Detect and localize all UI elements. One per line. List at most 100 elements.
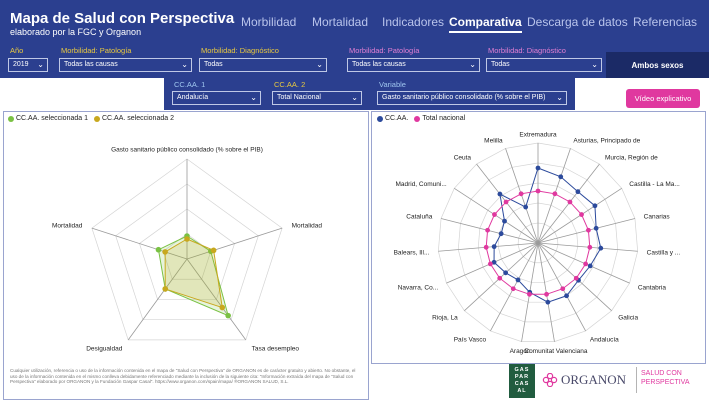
radar-point[interactable] <box>225 312 231 319</box>
filter-bar: Año 2019 ⌄ Morbilidad: Patología Todas la… <box>0 44 709 78</box>
radar-point[interactable] <box>535 188 541 194</box>
radar-series-line-0 <box>157 235 229 317</box>
radar-point[interactable] <box>492 212 497 217</box>
radar-grid-ring <box>457 162 619 323</box>
morb-pat-1-label: Morbilidad: Patología <box>61 46 132 55</box>
radar-point[interactable] <box>184 236 190 242</box>
radar-point[interactable] <box>483 244 489 250</box>
radar-chart-indicators: Gasto sanitario público consolidado (% s… <box>52 147 322 353</box>
radar-grid-ring <box>517 222 559 264</box>
legend-dot-green <box>8 115 14 122</box>
radar-point[interactable] <box>558 174 564 180</box>
radar-axis-label: Melilla <box>484 137 503 144</box>
logo-fundacion-gaspar-casal: GAS PAR CAS AL <box>509 364 535 398</box>
radar-point[interactable] <box>552 191 558 197</box>
radar-point[interactable] <box>210 247 217 254</box>
radar-axis-label: Andalucía <box>590 336 619 343</box>
morb-diag-1-label: Morbilidad: Diagnóstico <box>201 46 279 55</box>
radar-point[interactable] <box>503 270 509 276</box>
radar-grid-ring <box>115 183 259 321</box>
radar-point[interactable] <box>545 299 551 305</box>
radar-point[interactable] <box>579 212 584 217</box>
morb-diag-1-select[interactable]: Todas ⌄ <box>199 58 327 72</box>
radar-point[interactable] <box>535 165 541 171</box>
radar-point[interactable] <box>567 199 573 205</box>
radar-series-line-1 <box>485 190 591 295</box>
radar-point[interactable] <box>586 227 591 233</box>
organon-wordmark: ORGANON <box>561 372 626 387</box>
radar-point[interactable] <box>515 277 521 283</box>
nav-descarga-datos[interactable]: Descarga de datos <box>527 15 628 29</box>
variable-select[interactable]: Gasto sanitario público consolidado (% s… <box>377 91 567 105</box>
radar-axis-label: Murcia, Región de <box>605 154 658 161</box>
left-legend: CC.AA. seleccionada 1 CC.AA. seleccionad… <box>8 115 174 122</box>
radar-point[interactable] <box>527 291 532 297</box>
legend-label-ccaa2: CC.AA. seleccionada 2 <box>101 115 174 122</box>
radar-point[interactable] <box>510 286 516 292</box>
radar-point[interactable] <box>518 191 524 197</box>
radar-point[interactable] <box>487 261 493 267</box>
radar-point[interactable] <box>575 189 581 195</box>
radar-point[interactable] <box>523 204 529 210</box>
radar-point[interactable] <box>162 286 169 292</box>
radar-axis-label: Rioja, La <box>432 314 458 321</box>
radar-point[interactable] <box>564 293 569 299</box>
radar-axis-label: Comunitat Valenciana <box>524 348 587 355</box>
radar-point[interactable] <box>593 225 599 231</box>
morb-diag-2-select[interactable]: Todas ⌄ <box>486 58 602 72</box>
radar-point[interactable] <box>491 244 497 250</box>
sex-toggle-button[interactable]: Ambos sexos <box>606 52 709 78</box>
ccaa2-label: CC.AA. 2 <box>274 80 306 89</box>
legend-label-ccaa1: CC.AA. seleccionada 1 <box>16 115 88 122</box>
ccaa1-label: CC.AA. 1 <box>174 80 206 89</box>
nav-mortalidad[interactable]: Mortalidad <box>312 15 369 29</box>
organon-flower-icon <box>542 373 558 387</box>
radar-point[interactable] <box>544 291 549 297</box>
morb-pat-1-select[interactable]: Todas las causas ⌄ <box>59 58 192 72</box>
radar-point[interactable] <box>592 203 598 209</box>
anio-select[interactable]: 2019 ⌄ <box>8 58 48 72</box>
radar-point[interactable] <box>497 191 503 197</box>
radar-point[interactable] <box>583 261 589 267</box>
radar-chart-regions: Extremadura Asturias, Principado de Murcia… <box>394 132 681 356</box>
chevron-down-icon: ⌄ <box>250 93 257 102</box>
variable-label: Variable <box>379 80 406 89</box>
radar-point[interactable] <box>587 244 593 250</box>
nav-morbilidad[interactable]: Morbilidad <box>241 15 297 29</box>
radar-point[interactable] <box>560 286 566 292</box>
nav-comparativa[interactable]: Comparativa <box>449 15 522 33</box>
radar-axis-label: Asturias, Principado de <box>573 137 640 144</box>
radar-point[interactable] <box>498 231 504 237</box>
radar-axis-label: Extremadura <box>519 132 557 139</box>
radar-point[interactable] <box>155 246 162 253</box>
app-subtitle: elaborado por la FGC y Organon <box>10 27 142 37</box>
ccaa2-select[interactable]: Total Nacional ⌄ <box>272 91 362 105</box>
chevron-down-icon: ⌄ <box>591 60 598 69</box>
radar-axis-label: Galicia <box>618 314 638 321</box>
nav-referencias[interactable]: Referencias <box>633 15 698 29</box>
morb-pat-2-select[interactable]: Todas las causas ⌄ <box>347 58 480 72</box>
radar-point[interactable] <box>219 304 226 311</box>
app-header: Mapa de Salud con Perspectiva elaborado … <box>0 0 709 44</box>
radar-point[interactable] <box>497 275 503 281</box>
chevron-down-icon: ⌄ <box>351 93 358 102</box>
ccaa1-select[interactable]: Andalucía ⌄ <box>172 91 261 105</box>
radar-point[interactable] <box>587 263 593 269</box>
radar-axis-label: Cantabria <box>638 284 667 291</box>
radar-axis-label: Madrid, Comuni... <box>395 181 446 188</box>
chevron-down-icon: ⌄ <box>316 60 323 69</box>
anio-label: Año <box>10 46 24 55</box>
radar-point[interactable] <box>485 227 490 233</box>
radar-point[interactable] <box>503 199 509 205</box>
video-button[interactable]: Vídeo explicativo <box>626 89 700 108</box>
chevron-down-icon: ⌄ <box>469 60 476 69</box>
footer-disclaimer: Cualquier utilización, referencia o uso … <box>10 368 356 385</box>
radar-axis-label: Tasa desempleo <box>252 345 300 352</box>
radar-point[interactable] <box>491 259 497 265</box>
radar-point[interactable] <box>162 249 168 255</box>
radar-point[interactable] <box>598 245 604 251</box>
radar-point[interactable] <box>573 275 579 281</box>
nav-indicadores[interactable]: Indicadores <box>382 15 445 29</box>
radar-spoke <box>186 227 283 260</box>
radar-point[interactable] <box>502 218 507 224</box>
